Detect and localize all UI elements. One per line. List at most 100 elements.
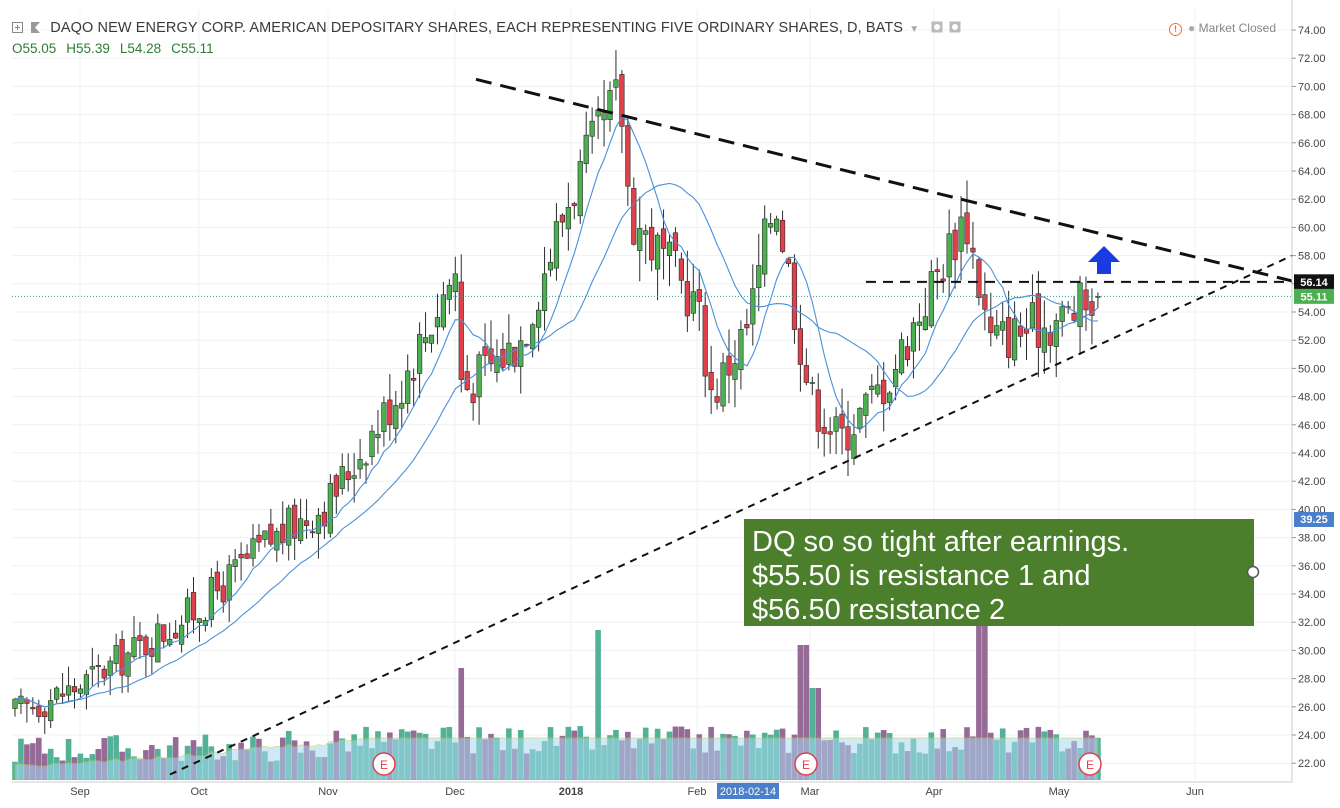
candle-body (708, 371, 714, 391)
candle-body (762, 218, 768, 275)
candle-body (184, 597, 191, 623)
ascending-support-line (169, 254, 1292, 776)
candle-body (297, 518, 304, 542)
candle-body (470, 393, 476, 404)
candle-body (405, 370, 411, 404)
price-tick-label: 64.00 (1298, 166, 1326, 178)
candle-body (583, 134, 589, 164)
volume-bar (24, 744, 30, 780)
time-tick-label: Jun (1186, 786, 1204, 798)
settings-icon[interactable] (931, 21, 943, 33)
candle-body (196, 618, 203, 623)
price-tick-label: 50.00 (1298, 363, 1326, 375)
crosshair-date-tag (717, 783, 779, 799)
candle-body (631, 188, 637, 245)
time-tick-label: Sep (70, 786, 90, 798)
candle-body (30, 707, 36, 710)
candle-body (428, 334, 435, 344)
time-tick-label: Dec (445, 786, 465, 798)
resistance-price-tag: 56.14 (1300, 277, 1328, 289)
candle-body (262, 530, 268, 540)
last-price-tag-bg (1294, 288, 1334, 304)
price-tick-label: 66.00 (1298, 138, 1326, 150)
candle-body (1059, 306, 1065, 322)
earnings-marker-icon[interactable] (372, 752, 396, 776)
volume-scale-tag-bg (1294, 512, 1334, 527)
candle-body (530, 324, 536, 350)
time-tick-label: Oct (190, 786, 207, 798)
candle-body (268, 523, 274, 545)
earnings-marker-icon[interactable] (1078, 752, 1102, 776)
candle-body (303, 520, 310, 526)
annotation-handle-icon[interactable] (1246, 565, 1260, 579)
candle-body (71, 686, 78, 693)
candle-body (238, 553, 244, 559)
candle-body (1047, 331, 1053, 346)
chart-header: DAQO NEW ENERGY CORP. AMERICAN DEPOSITAR… (12, 20, 961, 36)
candle-body (922, 316, 928, 331)
candle-body (83, 674, 89, 695)
candle-body (738, 329, 744, 371)
candle-body (660, 228, 667, 249)
candle-body (833, 416, 839, 432)
candle-body (113, 645, 119, 664)
candle-body (476, 354, 482, 398)
candle-body (440, 294, 447, 328)
candle-body (363, 463, 369, 466)
candle-body (875, 384, 881, 395)
candle-body (226, 564, 232, 601)
candle-body (619, 74, 625, 127)
candle-body (161, 624, 167, 642)
candle-body (59, 693, 66, 697)
candle-body (916, 321, 922, 326)
flag-icon[interactable] (31, 22, 41, 33)
candle-body (375, 434, 381, 439)
candle-body (357, 459, 363, 470)
warning-icon[interactable]: ! (1169, 23, 1183, 36)
candle-body (577, 161, 583, 217)
candle-body (851, 434, 857, 459)
candle-body (339, 466, 345, 489)
candle-body (553, 221, 560, 269)
candle-body (684, 281, 690, 317)
candle-body (512, 346, 518, 367)
candle-body (12, 698, 18, 709)
settings-icon[interactable] (949, 21, 961, 33)
price-tick-label: 36.00 (1298, 561, 1326, 573)
candle-body (928, 271, 934, 327)
time-tick-label: Feb (688, 786, 707, 798)
candle-body (768, 223, 774, 228)
dropdown-icon[interactable]: ▼ (909, 24, 920, 35)
candle-body (434, 317, 441, 328)
annotation-note[interactable]: DQ so so tight after earnings. $55.50 is… (744, 519, 1254, 626)
ohlc-readout: O55.05 H55.39 L54.28 C55.11 (12, 41, 224, 56)
price-tick-label: 32.00 (1298, 617, 1326, 629)
price-tick-label: 26.00 (1298, 702, 1326, 714)
candle-body (399, 402, 405, 409)
candle-body (649, 226, 655, 261)
candle-body (750, 288, 756, 325)
open-value: O55.05 (12, 41, 57, 56)
candle-body (36, 705, 42, 717)
candle-body (720, 362, 726, 407)
price-tick-label: 46.00 (1298, 420, 1326, 432)
price-tick-label: 48.00 (1298, 392, 1326, 404)
plus-square-icon[interactable] (12, 22, 23, 33)
candle-body (65, 685, 72, 696)
price-tick-label: 22.00 (1298, 758, 1326, 770)
candle-body (881, 379, 887, 405)
candle-body (500, 348, 506, 368)
candle-body (827, 431, 833, 435)
candle-body (244, 553, 250, 559)
time-tick-label: 2018 (559, 786, 583, 798)
candle-body (1083, 289, 1089, 311)
candle-body (518, 340, 524, 367)
candle-body (976, 259, 982, 298)
candle-body (208, 576, 214, 620)
candle-body (422, 337, 429, 344)
volume-bar (976, 625, 982, 780)
volume-bar (30, 743, 36, 780)
candle-body (565, 206, 571, 230)
earnings-marker-icon[interactable] (794, 752, 818, 776)
